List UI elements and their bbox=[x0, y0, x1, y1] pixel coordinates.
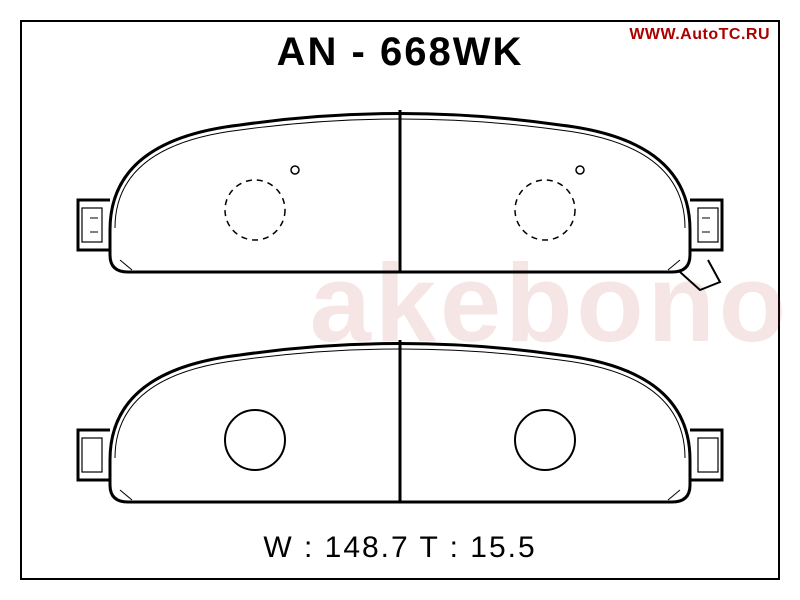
brake-pad-lower-diagram bbox=[60, 330, 740, 530]
upper-pad-outline bbox=[78, 110, 722, 290]
brake-pad-upper-diagram bbox=[60, 100, 740, 300]
dimensions-label: W : 148.7 T : 15.5 bbox=[0, 531, 800, 565]
lower-pad-outline bbox=[78, 340, 722, 502]
watermark-url: WWW.AutoTC.RU bbox=[629, 26, 770, 44]
